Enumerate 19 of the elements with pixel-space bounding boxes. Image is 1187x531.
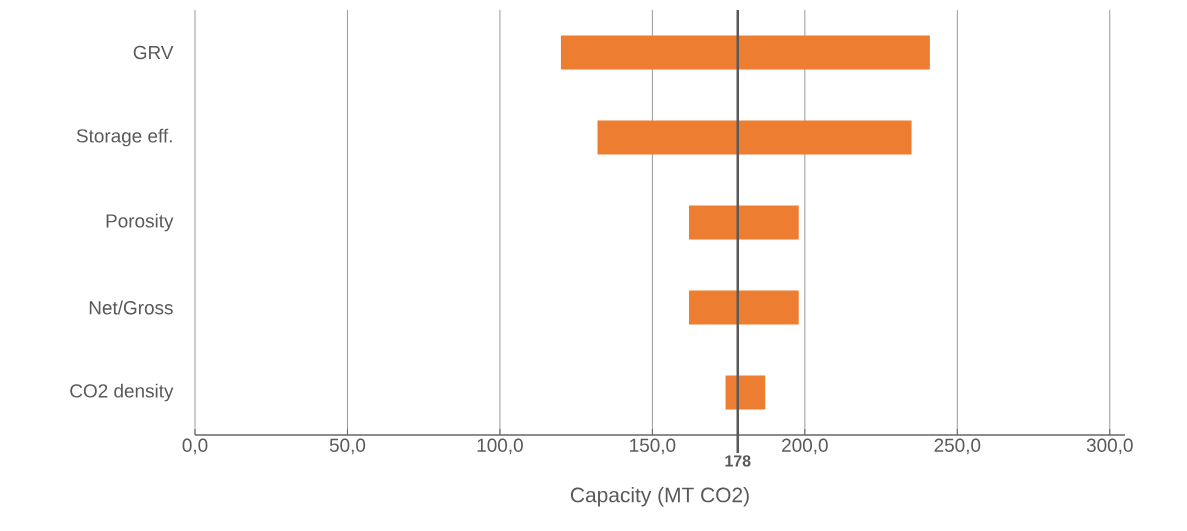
x-axis-title: Capacity (MT CO2) (570, 487, 749, 507)
x-tick-label: 250,0 (934, 438, 981, 455)
y-tick-label: Net/Gross (89, 300, 173, 315)
x-tick-label: 150,0 (630, 438, 676, 455)
bar (597, 120, 912, 155)
y-tick-label: CO2 density (70, 383, 174, 402)
y-tick-label: GRV (133, 45, 174, 60)
y-tick-label: Storage eff. (76, 128, 172, 147)
bar (725, 375, 766, 410)
bar (560, 35, 930, 70)
ref-line-label: 178 (725, 455, 751, 467)
x-tick-label: 300,0 (1086, 438, 1133, 455)
x-tick-label: 0,0 (182, 438, 208, 455)
x-tick-label: 50,0 (329, 438, 366, 455)
x-tick-label: 100,0 (477, 438, 523, 455)
bar (688, 290, 799, 325)
bar (688, 205, 799, 240)
y-tick-label: Porosity (106, 213, 174, 232)
x-tick-label: 200,0 (782, 438, 828, 455)
